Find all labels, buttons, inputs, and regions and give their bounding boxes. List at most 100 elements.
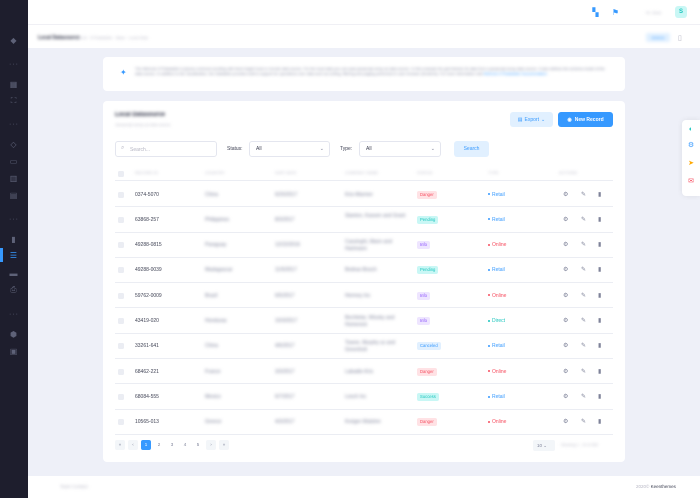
- page-button[interactable]: 3: [170, 442, 174, 447]
- breadcrumb[interactable]: Crud · KTDatatable · Base · Local Data: [78, 35, 148, 40]
- row-checkbox[interactable]: [118, 267, 124, 274]
- apps-grid-icon[interactable]: ▚: [592, 8, 599, 17]
- gear-icon[interactable]: ⚙: [563, 292, 569, 299]
- row-checkbox[interactable]: [118, 292, 124, 299]
- export-button[interactable]: ▤ Export ⌄: [510, 112, 553, 127]
- footer-links[interactable]: Team Contact: [60, 484, 88, 489]
- grid-icon[interactable]: ▦: [9, 79, 18, 89]
- expand-icon[interactable]: ⛶: [10, 96, 17, 105]
- column-header: Actions: [559, 171, 578, 175]
- row-checkbox[interactable]: [118, 368, 124, 375]
- page-size-select[interactable]: 10 ⌄: [533, 440, 555, 451]
- edit-icon[interactable]: ✎: [581, 242, 587, 249]
- flag-icon[interactable]: ⚑: [611, 8, 620, 17]
- chat-icon[interactable]: ✉: [688, 178, 694, 185]
- gear-icon[interactable]: ⚙: [563, 343, 569, 350]
- gear-icon[interactable]: ⚙: [563, 393, 569, 400]
- edit-icon[interactable]: ✎: [581, 343, 587, 350]
- section-dots-icon: ···: [9, 121, 19, 128]
- search-input[interactable]: [130, 145, 212, 154]
- print-icon[interactable]: ⎙: [10, 285, 17, 294]
- send-icon[interactable]: ➤: [688, 160, 694, 167]
- delete-icon[interactable]: ▮: [598, 216, 602, 223]
- delete-icon[interactable]: ▮: [598, 318, 602, 324]
- page-button[interactable]: 2: [157, 442, 161, 447]
- delete-icon[interactable]: ▮: [598, 368, 602, 375]
- type-dot-icon: [488, 294, 490, 297]
- delete-icon[interactable]: ▮: [598, 343, 602, 350]
- columns-icon[interactable]: ▥: [9, 173, 18, 183]
- page-button[interactable]: 1: [141, 440, 151, 450]
- row-checkbox[interactable]: [118, 343, 124, 350]
- new-record-button[interactable]: ◉ New Record: [558, 112, 613, 127]
- row-checkbox[interactable]: [118, 318, 124, 324]
- box-icon[interactable]: ◇: [10, 139, 17, 149]
- gear-icon[interactable]: ⚙: [563, 267, 569, 274]
- prev-page-button[interactable]: ‹: [128, 440, 138, 450]
- page-button[interactable]: 5: [196, 442, 200, 447]
- column-header[interactable]: Company Name: [345, 171, 379, 175]
- first-page-button[interactable]: «: [115, 440, 125, 450]
- row-checkbox[interactable]: [118, 242, 124, 249]
- row-checkbox[interactable]: [118, 216, 124, 223]
- gear-icon[interactable]: ⚙: [563, 368, 569, 375]
- edit-icon[interactable]: ✎: [581, 216, 587, 223]
- country: Mexico: [205, 393, 221, 400]
- delete-icon[interactable]: ▮: [598, 419, 602, 426]
- chart-icon[interactable]: ▤: [9, 190, 18, 200]
- file-icon[interactable]: ▬: [9, 268, 18, 278]
- gear-icon[interactable]: ⚙: [563, 419, 569, 426]
- edit-icon[interactable]: ✎: [581, 368, 587, 375]
- layers-icon[interactable]: ◆: [10, 35, 17, 45]
- column-header[interactable]: Status: [417, 171, 433, 175]
- type-filter-select[interactable]: All ⌄: [359, 141, 441, 157]
- edit-icon[interactable]: ✎: [581, 419, 587, 426]
- column-header[interactable]: Record ID: [135, 171, 159, 175]
- column-header[interactable]: Ship Date: [275, 171, 297, 175]
- delete-icon[interactable]: ▮: [598, 267, 602, 274]
- docs-link[interactable]: Metronic KTDatatable Documentation: [483, 72, 547, 76]
- last-page-button[interactable]: »: [219, 440, 229, 450]
- row-checkbox[interactable]: [118, 393, 124, 400]
- user-avatar[interactable]: S: [675, 6, 687, 18]
- next-page-button[interactable]: ›: [206, 440, 216, 450]
- delete-icon[interactable]: ▮: [598, 292, 602, 299]
- search-button[interactable]: Search: [454, 141, 489, 157]
- status-filter-select[interactable]: All ⌄: [249, 141, 330, 157]
- company-name: Cassinghi, Mann and Hartmann: [345, 238, 392, 252]
- cube-icon[interactable]: ⬢: [10, 329, 17, 339]
- ship-date: 6/7/2017: [275, 393, 295, 400]
- column-header[interactable]: Country: [205, 171, 226, 175]
- delete-icon[interactable]: ▮: [598, 242, 602, 249]
- layout-icon[interactable]: ▭: [9, 156, 18, 166]
- column-header[interactable]: Type: [488, 171, 499, 175]
- company-name: Kreiger-Walshm: [345, 419, 381, 426]
- actions-button[interactable]: Actions: [646, 33, 670, 42]
- palette-icon[interactable]: ◐: [688, 126, 694, 133]
- image-icon[interactable]: ▣: [9, 346, 18, 356]
- delete-icon[interactable]: ▮: [598, 191, 602, 198]
- user-greeting[interactable]: Hi, Sean: [646, 10, 662, 15]
- row-checkbox[interactable]: [118, 191, 124, 198]
- row-checkbox[interactable]: [118, 419, 124, 426]
- gear-icon[interactable]: ⚙: [563, 318, 569, 324]
- edit-icon[interactable]: ✎: [581, 393, 587, 400]
- page-button[interactable]: 4: [183, 442, 187, 447]
- footer-brand-link[interactable]: Keenthemes: [650, 484, 676, 489]
- type-dot-icon: [488, 344, 490, 347]
- bar-chart-icon[interactable]: ▮: [11, 234, 16, 244]
- edit-icon[interactable]: ✎: [581, 318, 587, 324]
- delete-icon[interactable]: ▮: [598, 393, 602, 400]
- edit-icon[interactable]: ✎: [581, 267, 587, 274]
- gear-icon[interactable]: ⚙: [563, 216, 569, 223]
- file-icon[interactable]: ▯: [678, 35, 682, 42]
- type-label: Retail: [488, 192, 505, 198]
- list-icon[interactable]: ☰: [9, 250, 18, 260]
- gear-icon[interactable]: ⚙: [563, 242, 569, 249]
- type-text: Retail: [492, 267, 505, 274]
- gear-icon[interactable]: ⚙: [563, 191, 569, 198]
- edit-icon[interactable]: ✎: [581, 191, 587, 198]
- gear-icon[interactable]: ⚙: [687, 142, 695, 149]
- select-all-checkbox[interactable]: [118, 171, 124, 177]
- edit-icon[interactable]: ✎: [581, 292, 587, 299]
